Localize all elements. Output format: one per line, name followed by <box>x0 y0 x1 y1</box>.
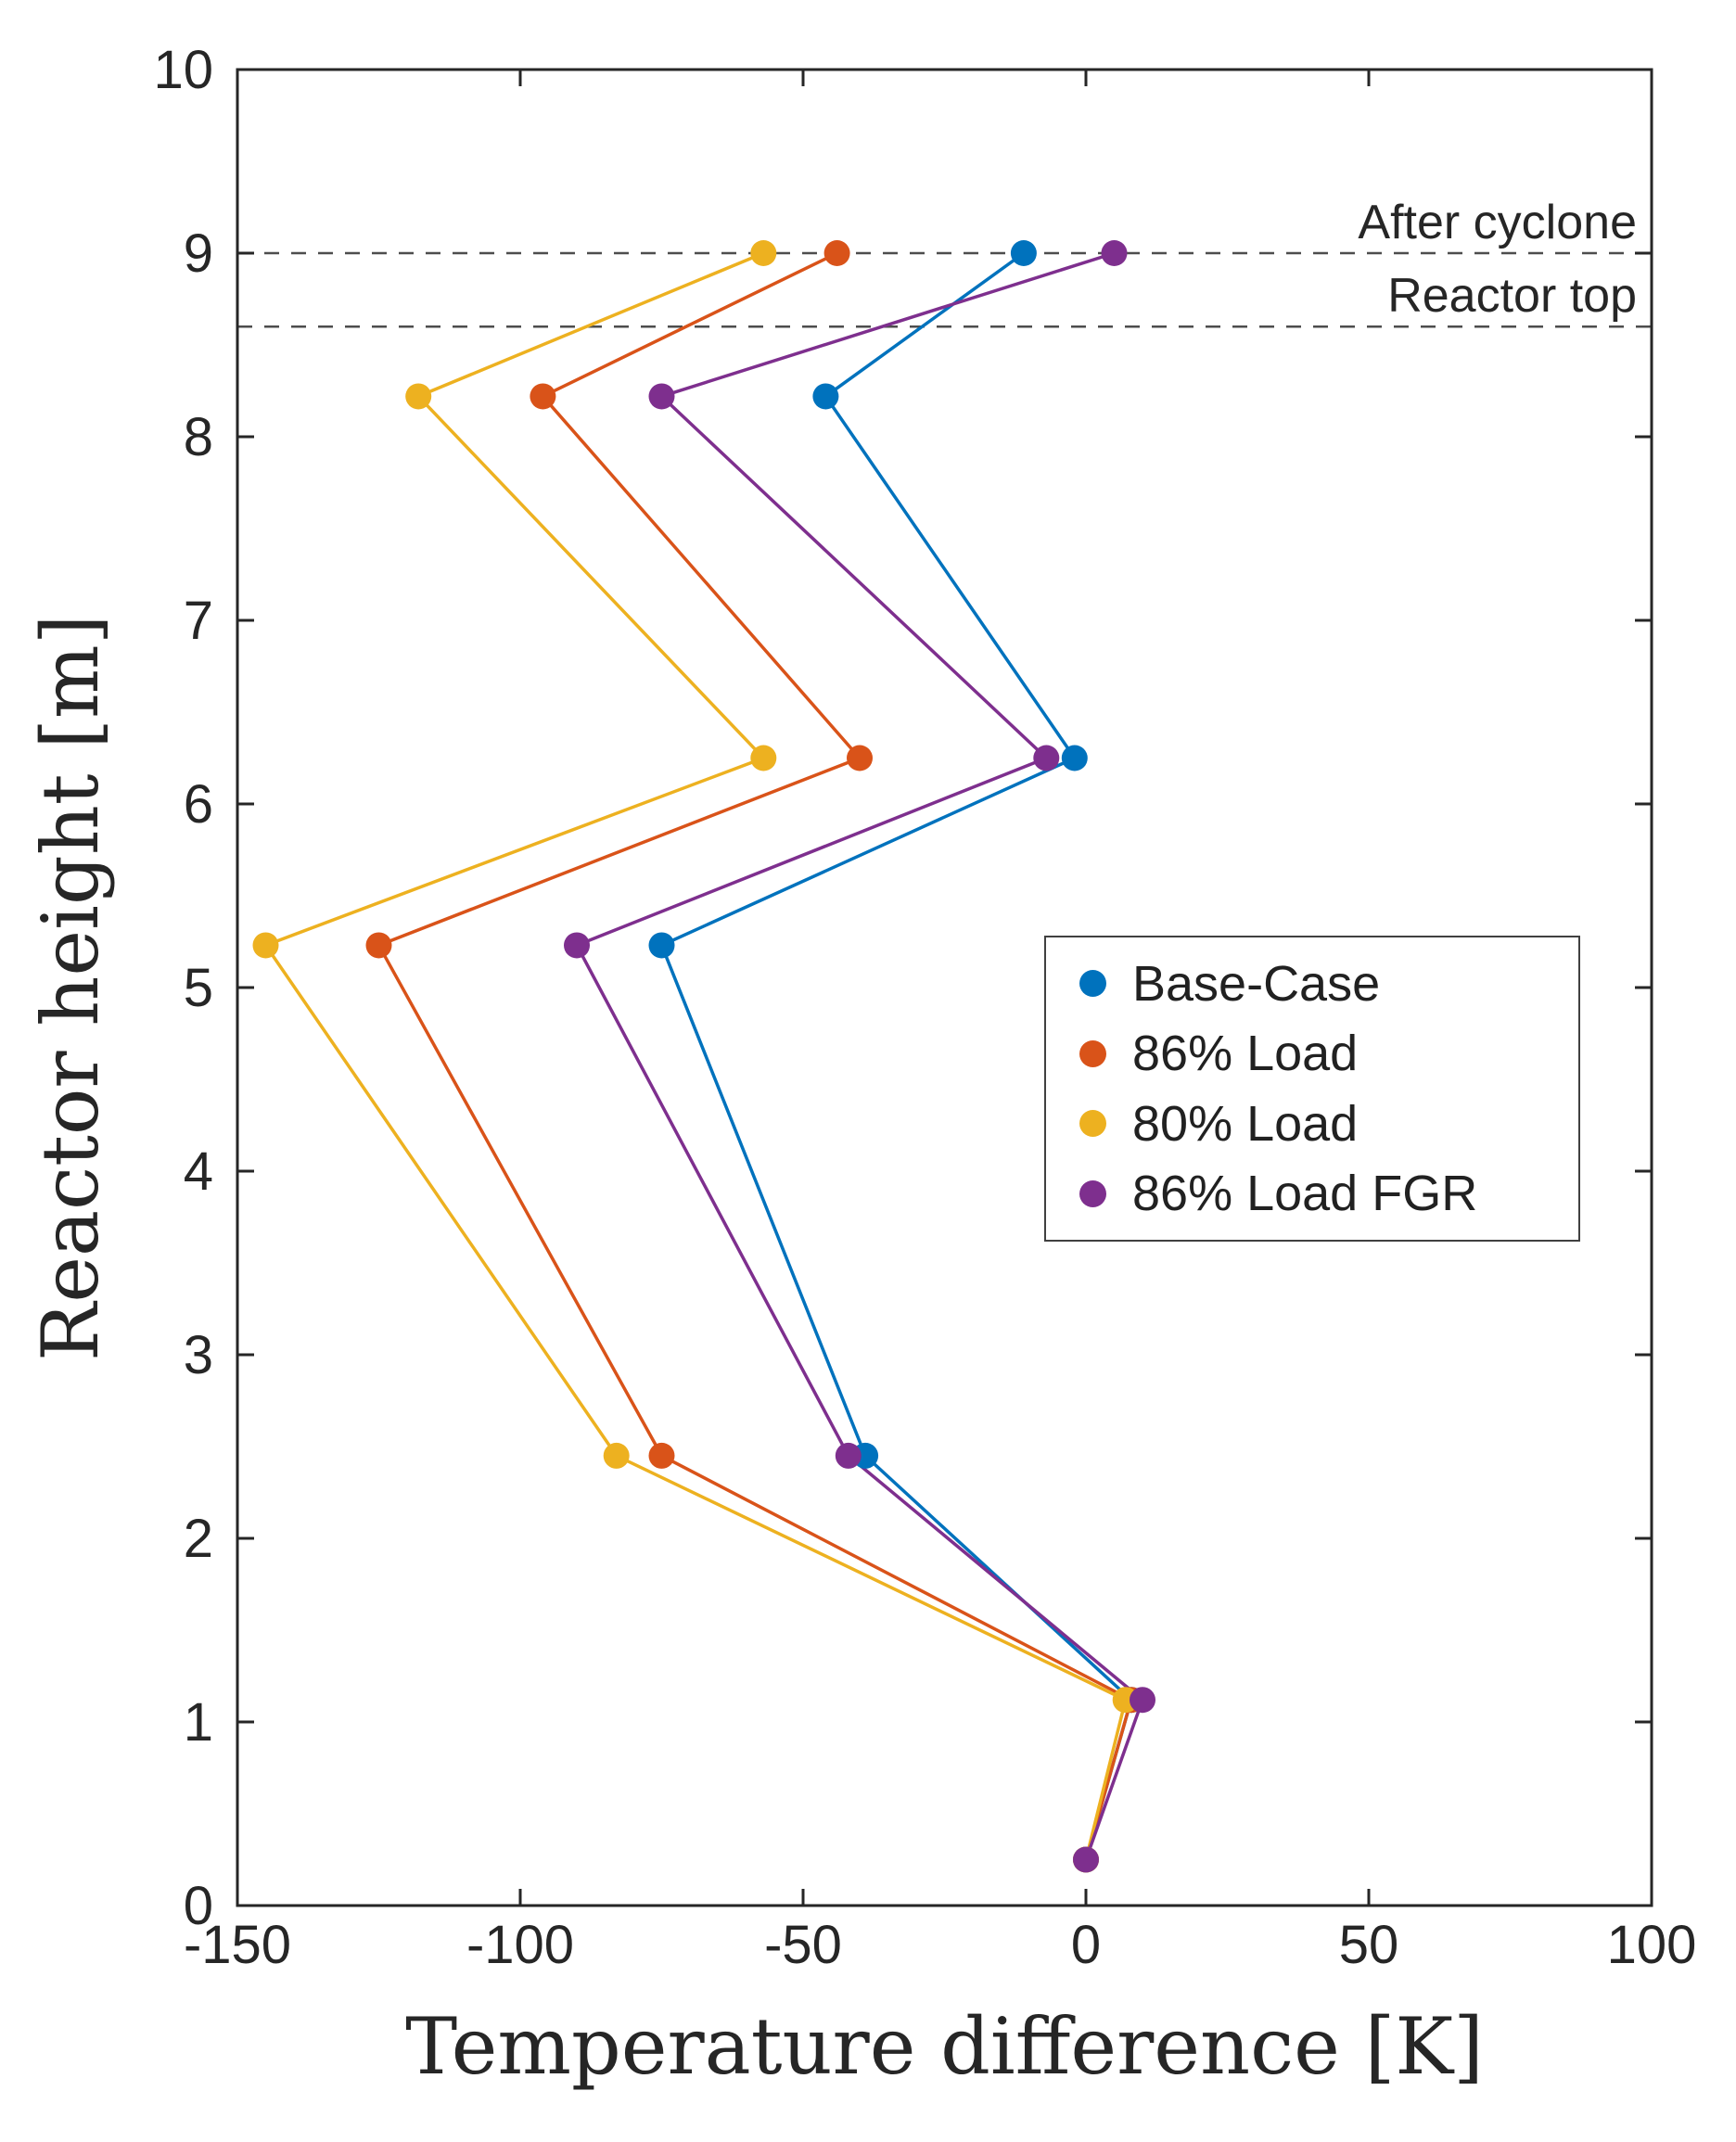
legend: Base-Case 86% Load 80% Load 86% Load FGR <box>1044 936 1580 1242</box>
y-tick-label: 2 <box>184 1509 213 1569</box>
series-marker <box>1101 240 1128 266</box>
series-marker <box>603 1442 630 1469</box>
series-marker <box>1130 1687 1155 1714</box>
legend-item-80-load: 80% Load <box>1046 1099 1578 1149</box>
y-tick-label: 4 <box>184 1141 213 1202</box>
legend-label-80-load: 80% Load <box>1132 1095 1359 1152</box>
y-tick-label: 10 <box>153 40 213 100</box>
y-tick-label: 9 <box>184 223 213 284</box>
series-line <box>262 251 1128 1860</box>
series-marker <box>530 383 556 410</box>
y-tick-label: 7 <box>184 591 213 651</box>
series-marker <box>365 932 392 959</box>
annotation-label: After cyclone <box>1358 196 1637 249</box>
legend-marker-86-load-fgr-icon <box>1079 1179 1106 1207</box>
y-tick-label: 3 <box>184 1325 213 1385</box>
series-marker <box>750 745 777 771</box>
series-marker <box>648 1442 675 1469</box>
x-tick-label: -100 <box>466 1915 574 1975</box>
y-tick-label: 6 <box>184 774 213 835</box>
y-axis-label: Reactor height [m] <box>25 614 116 1361</box>
legend-marker-80-load-icon <box>1079 1110 1106 1138</box>
x-axis-label: Temperature difference [K] <box>405 2001 1484 2092</box>
y-tick-label: 1 <box>184 1692 213 1753</box>
series-marker <box>648 932 675 959</box>
series-marker <box>405 383 432 410</box>
series-marker <box>252 932 279 959</box>
series-marker <box>847 745 873 771</box>
legend-item-base-case: Base-Case <box>1046 959 1578 1009</box>
series-marker <box>750 240 777 266</box>
y-tick-label: 0 <box>184 1876 213 1936</box>
series-marker <box>835 1442 862 1469</box>
legend-marker-86-load-icon <box>1079 1039 1106 1067</box>
series-marker <box>1061 745 1088 771</box>
legend-item-86-load: 86% Load <box>1046 1028 1578 1078</box>
series-line <box>376 251 1133 1860</box>
legend-item-86-load-fgr: 86% Load FGR <box>1046 1168 1578 1218</box>
series-marker <box>564 932 590 959</box>
x-tick-label: -150 <box>184 1915 291 1975</box>
series-marker <box>648 383 675 410</box>
series-marker <box>812 383 839 410</box>
series-marker <box>1010 240 1037 266</box>
series-marker <box>1033 745 1060 771</box>
legend-marker-base-case-icon <box>1079 970 1106 998</box>
y-tick-label: 8 <box>184 407 213 467</box>
x-tick-label: 0 <box>1071 1915 1101 1975</box>
x-tick-label: -50 <box>764 1915 842 1975</box>
y-tick-label: 5 <box>184 958 213 1018</box>
x-tick-label: 100 <box>1607 1915 1697 1975</box>
series-marker <box>823 240 850 266</box>
x-tick-label: 50 <box>1339 1915 1399 1975</box>
legend-label-86-load: 86% Load <box>1132 1026 1359 1082</box>
legend-label-base-case: Base-Case <box>1132 955 1381 1012</box>
legend-label-86-load-fgr: 86% Load FGR <box>1132 1166 1478 1222</box>
series-marker <box>1073 1846 1099 1873</box>
annotation-label: Reactor top <box>1387 269 1637 323</box>
